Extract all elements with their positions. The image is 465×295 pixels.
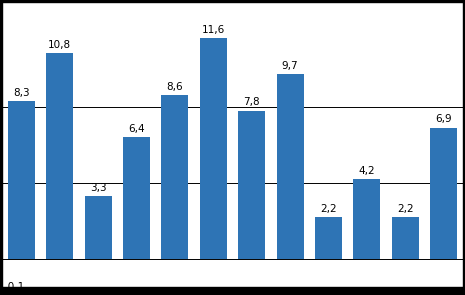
Text: 3,3: 3,3: [90, 183, 106, 193]
Bar: [353, 179, 380, 259]
Text: 6,4: 6,4: [128, 124, 145, 134]
Bar: [85, 196, 112, 259]
Text: 11,6: 11,6: [202, 25, 225, 35]
Bar: [200, 38, 227, 259]
Bar: [123, 137, 150, 259]
Text: 8,3: 8,3: [13, 88, 30, 98]
Text: 2,2: 2,2: [320, 204, 337, 214]
Bar: [315, 217, 342, 259]
Bar: [46, 53, 73, 259]
Text: 9,7: 9,7: [282, 61, 299, 71]
Text: 7,8: 7,8: [243, 97, 260, 107]
Text: 10,8: 10,8: [48, 40, 71, 50]
Bar: [392, 217, 419, 259]
Bar: [238, 111, 265, 259]
Bar: [430, 128, 457, 259]
Text: 2,2: 2,2: [397, 204, 414, 214]
Bar: [277, 74, 304, 259]
Bar: [161, 95, 188, 259]
Text: 4,2: 4,2: [359, 165, 375, 176]
Bar: [8, 101, 35, 259]
Text: 6,9: 6,9: [435, 114, 452, 124]
Text: -0,1: -0,1: [4, 282, 24, 292]
Text: 8,6: 8,6: [166, 82, 183, 92]
